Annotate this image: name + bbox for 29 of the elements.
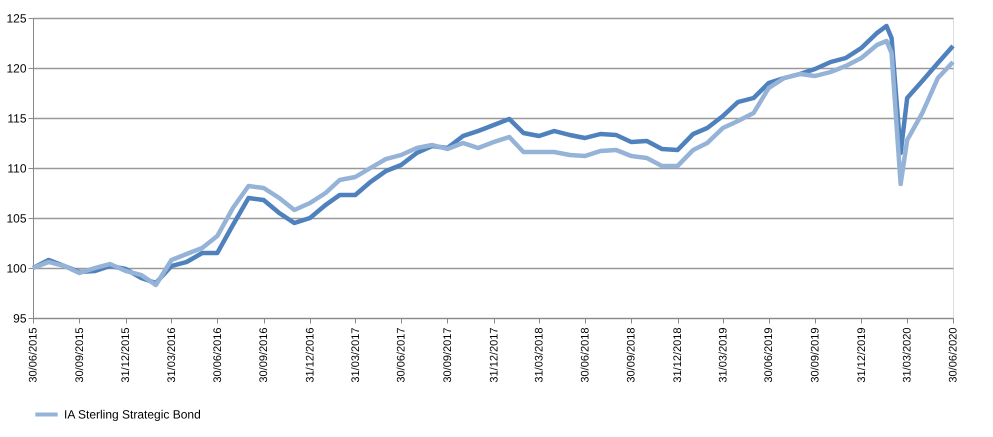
- x-tick-label: 30/06/2020: [948, 328, 960, 383]
- x-tick-label: 30/09/2018: [626, 328, 638, 383]
- y-tick-label: 100: [6, 262, 27, 276]
- x-tick-label: 30/06/2019: [763, 328, 776, 383]
- x-tick-label: 31/03/2017: [350, 328, 362, 383]
- x-tick-label: 31/03/2018: [534, 328, 546, 383]
- x-tick-label: 30/06/2015: [28, 328, 40, 383]
- y-tick-label: 115: [7, 112, 27, 126]
- legend-label: IA Sterling Strategic Bond: [64, 408, 201, 422]
- x-tick-label: 31/03/2016: [166, 328, 178, 383]
- x-tick-label: 30/09/2016: [258, 328, 270, 383]
- x-tick-label: 30/09/2019: [810, 328, 822, 383]
- y-tick-label: 95: [13, 312, 27, 326]
- x-tick-label: 30/09/2015: [74, 328, 86, 383]
- x-tick-label: 31/03/2019: [717, 328, 730, 383]
- x-tick-label: 31/12/2019: [856, 328, 868, 383]
- x-tick-label: 30/06/2017: [396, 328, 408, 383]
- x-tick-label: 30/06/2016: [212, 328, 224, 383]
- y-tick-label: 110: [7, 162, 27, 176]
- x-tick-label: 31/12/2016: [304, 328, 316, 383]
- x-tick-label: 31/12/2017: [488, 328, 500, 383]
- y-tick-label: 105: [6, 212, 27, 226]
- y-tick-label: 125: [6, 12, 27, 26]
- y-tick-label: 120: [6, 62, 27, 76]
- x-tick-label: 31/03/2020: [902, 328, 914, 383]
- x-tick-label: 31/12/2018: [672, 328, 684, 383]
- x-tick-label: 30/06/2018: [579, 328, 592, 383]
- x-tick-label: 31/12/2015: [120, 328, 132, 383]
- x-tick-label: 30/09/2017: [442, 328, 454, 383]
